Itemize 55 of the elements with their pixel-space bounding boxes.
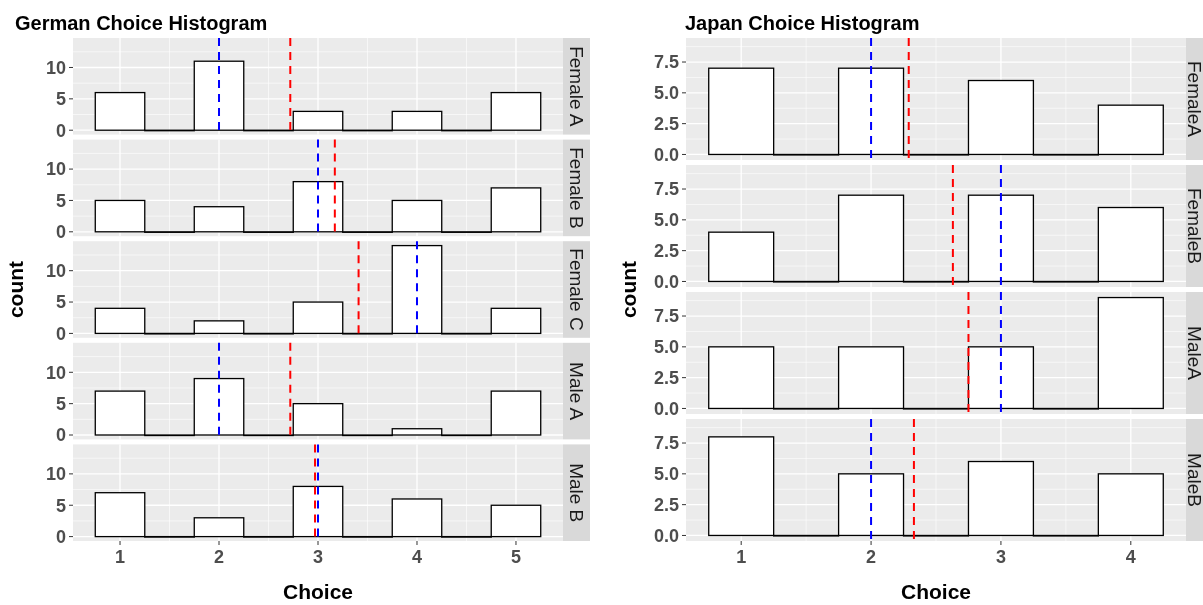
y-tick-label: 0.0 bbox=[653, 398, 679, 419]
x-tick-label: 4 bbox=[1125, 547, 1136, 567]
chart-title: German Choice Histogram bbox=[15, 12, 268, 34]
y-tick-label: 2.5 bbox=[653, 494, 679, 515]
x-tick-label: 5 bbox=[510, 547, 521, 567]
y-tick-label: 5.0 bbox=[653, 83, 679, 104]
y-tick-label: 2.5 bbox=[653, 240, 679, 261]
text: FemaleA bbox=[1183, 60, 1203, 138]
x-tick-label: 1 bbox=[736, 547, 747, 567]
y-tick-label: 5 bbox=[55, 495, 66, 516]
y-tick-label: 7.5 bbox=[653, 179, 679, 200]
x-tick-label: 4 bbox=[411, 547, 422, 567]
x-tick-label: 2 bbox=[214, 547, 225, 567]
y-tick-label: 0 bbox=[55, 120, 66, 141]
y-tick-label: 7.5 bbox=[653, 433, 679, 454]
y-tick-label: 0 bbox=[55, 425, 66, 446]
text: FemaleB bbox=[1183, 187, 1203, 265]
y-tick-label: 0.0 bbox=[653, 525, 679, 546]
x-tick-label: 1 bbox=[115, 547, 126, 567]
y-tick-label: 10 bbox=[45, 260, 66, 281]
text: Female A bbox=[565, 46, 587, 127]
y-axis-title: count bbox=[4, 260, 27, 319]
y-tick-label: 5 bbox=[55, 89, 66, 110]
y-tick-label: 10 bbox=[45, 57, 66, 78]
y-tick-label: 5.0 bbox=[653, 464, 679, 485]
x-axis-title: Choice bbox=[900, 580, 972, 603]
y-tick-label: 5 bbox=[55, 190, 66, 211]
y-tick-label: 5 bbox=[55, 393, 66, 414]
text: Male B bbox=[565, 463, 587, 523]
y-tick-label: 2.5 bbox=[653, 367, 679, 388]
y-tick-label: 7.5 bbox=[653, 52, 679, 73]
x-tick-label: 2 bbox=[866, 547, 877, 567]
y-tick-label: 0.0 bbox=[653, 144, 679, 165]
x-tick-label: 3 bbox=[312, 547, 324, 567]
text: Male A bbox=[565, 362, 587, 421]
text: Female B bbox=[565, 147, 587, 229]
y-tick-label: 10 bbox=[45, 362, 66, 383]
y-tick-label: 5.0 bbox=[653, 210, 679, 231]
y-tick-label: 7.5 bbox=[653, 306, 679, 327]
y-tick-label: 2.5 bbox=[653, 113, 679, 134]
y-tick-label: 10 bbox=[45, 159, 66, 180]
text: MaleA bbox=[1183, 326, 1203, 381]
y-tick-label: 5 bbox=[55, 292, 66, 313]
y-tick-label: 0 bbox=[55, 526, 66, 547]
y-axis-title: count bbox=[617, 260, 640, 319]
y-tick-label: 0 bbox=[55, 323, 66, 344]
text: Female C bbox=[565, 248, 587, 331]
y-tick-label: 5.0 bbox=[653, 337, 679, 358]
y-tick-label: 0 bbox=[55, 222, 66, 243]
chart-title: Japan Choice Histogram bbox=[685, 12, 920, 34]
text: MaleB bbox=[1183, 453, 1203, 507]
y-tick-label: 0.0 bbox=[653, 271, 679, 292]
y-tick-label: 10 bbox=[45, 464, 66, 485]
x-tick-label: 3 bbox=[995, 547, 1006, 567]
x-axis-title: Choice bbox=[282, 580, 354, 603]
